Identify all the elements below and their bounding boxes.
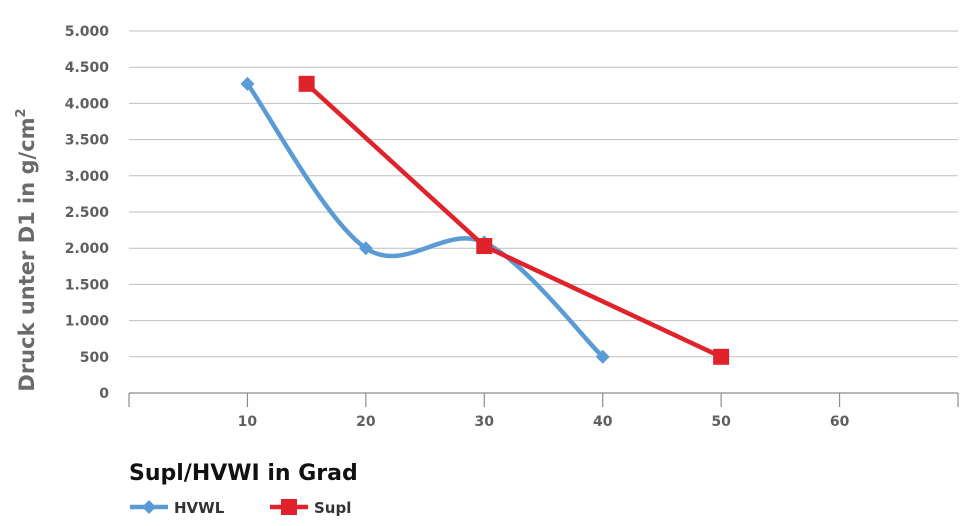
data-point-supl: [298, 75, 315, 92]
y-tick-label: 4.500: [65, 60, 110, 76]
y-axis-label: Druck unter D1 in g/cm2: [14, 108, 39, 391]
x-tick-label: 60: [830, 414, 850, 430]
legend-label-hvwl: HVWL: [174, 499, 225, 517]
y-tick-label: 2.500: [65, 205, 110, 221]
x-axis-label: Supl/HVWI in Grad: [129, 461, 358, 486]
x-tick-label: 50: [711, 414, 731, 430]
series-line-supl: [304, 81, 724, 360]
legend-marker-supl: [281, 499, 297, 515]
x-tick-label: 20: [356, 414, 376, 430]
legend-marker-hvwl: [142, 500, 156, 514]
gridlines: [129, 30, 958, 394]
y-tick-label: 1.500: [65, 277, 110, 293]
x-tick-label: 30: [475, 414, 495, 430]
x-tick-label: 10: [238, 414, 258, 430]
y-tick-label: 3.500: [65, 133, 110, 149]
data-point-supl: [476, 238, 493, 255]
data-point-supl: [713, 348, 730, 365]
y-tick-label: 0: [99, 386, 109, 402]
y-tick-label: 3.000: [65, 169, 110, 185]
x-axis: 10 20 30 40 50 60: [128, 392, 959, 430]
y-tick-label: 500: [80, 350, 109, 366]
legend: HVWL Supl: [130, 499, 351, 517]
legend-label-supl: Supl: [314, 499, 351, 517]
data-point-hvwl: [358, 241, 373, 256]
y-tick-label: 5.000: [65, 24, 110, 40]
x-tick-label: 40: [593, 414, 613, 430]
data-point-hvwl: [240, 76, 255, 91]
series-line-hvwl: [245, 81, 605, 360]
data-point-hvwl: [595, 349, 610, 364]
y-axis-ticks: 0 500 1.000 1.500 2.000 2.500 3.000 3.500 4.000 4…: [65, 24, 110, 402]
y-tick-label: 1.000: [65, 314, 110, 330]
y-tick-label: 4.000: [65, 96, 110, 112]
y-tick-label: 2.000: [65, 241, 110, 257]
series-layer: [240, 75, 730, 365]
